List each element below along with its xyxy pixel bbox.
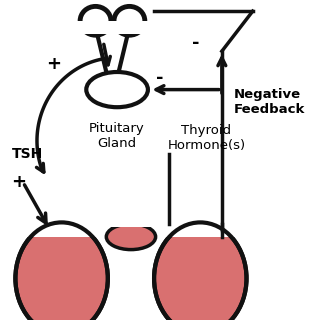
Text: Thyroid
Hormone(s): Thyroid Hormone(s): [167, 124, 245, 152]
Text: -: -: [192, 34, 199, 52]
Text: Negative
Feedback: Negative Feedback: [234, 88, 306, 116]
FancyBboxPatch shape: [92, 211, 170, 227]
Text: Pituitary
Gland: Pituitary Gland: [89, 122, 145, 150]
Ellipse shape: [154, 222, 246, 320]
Ellipse shape: [15, 222, 108, 320]
FancyBboxPatch shape: [62, 21, 170, 34]
Text: -: -: [156, 69, 164, 87]
Text: +: +: [11, 173, 26, 191]
FancyBboxPatch shape: [0, 0, 314, 237]
Ellipse shape: [86, 72, 148, 107]
Text: +: +: [46, 55, 61, 73]
Ellipse shape: [106, 224, 156, 250]
Text: TSH: TSH: [12, 147, 44, 161]
